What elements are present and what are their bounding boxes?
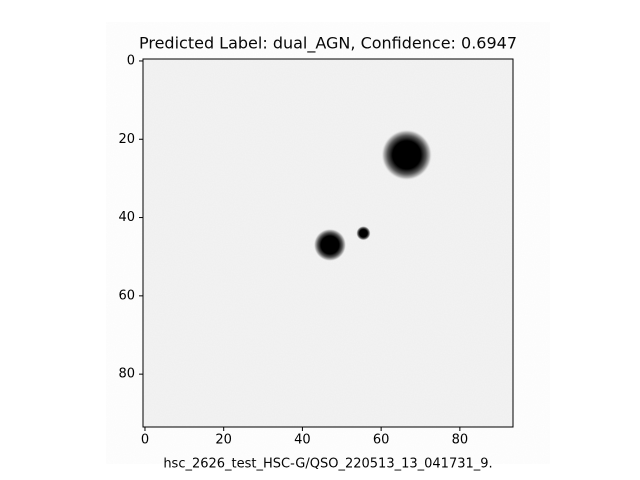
x-tick-label: 20 bbox=[215, 433, 232, 448]
source bbox=[381, 129, 433, 181]
y-tick-label: 20 bbox=[118, 132, 135, 147]
y-tick-label: 40 bbox=[118, 210, 135, 225]
x-tick-label: 0 bbox=[141, 433, 149, 448]
chart-title: Predicted Label: dual_AGN, Confidence: 0… bbox=[139, 34, 517, 54]
x-tick-label: 60 bbox=[373, 433, 390, 448]
y-tick-label: 0 bbox=[127, 53, 135, 68]
x-tick-label: 40 bbox=[294, 433, 311, 448]
x-tick-label: 80 bbox=[452, 433, 469, 448]
x-axis-label: hsc_2626_test_HSC-G/QSO_220513_13_041731… bbox=[163, 457, 492, 472]
source bbox=[356, 226, 371, 241]
plot-frame bbox=[142, 58, 514, 428]
y-tick-label: 60 bbox=[118, 288, 135, 303]
y-tick-label: 80 bbox=[118, 367, 135, 382]
source bbox=[313, 228, 347, 262]
